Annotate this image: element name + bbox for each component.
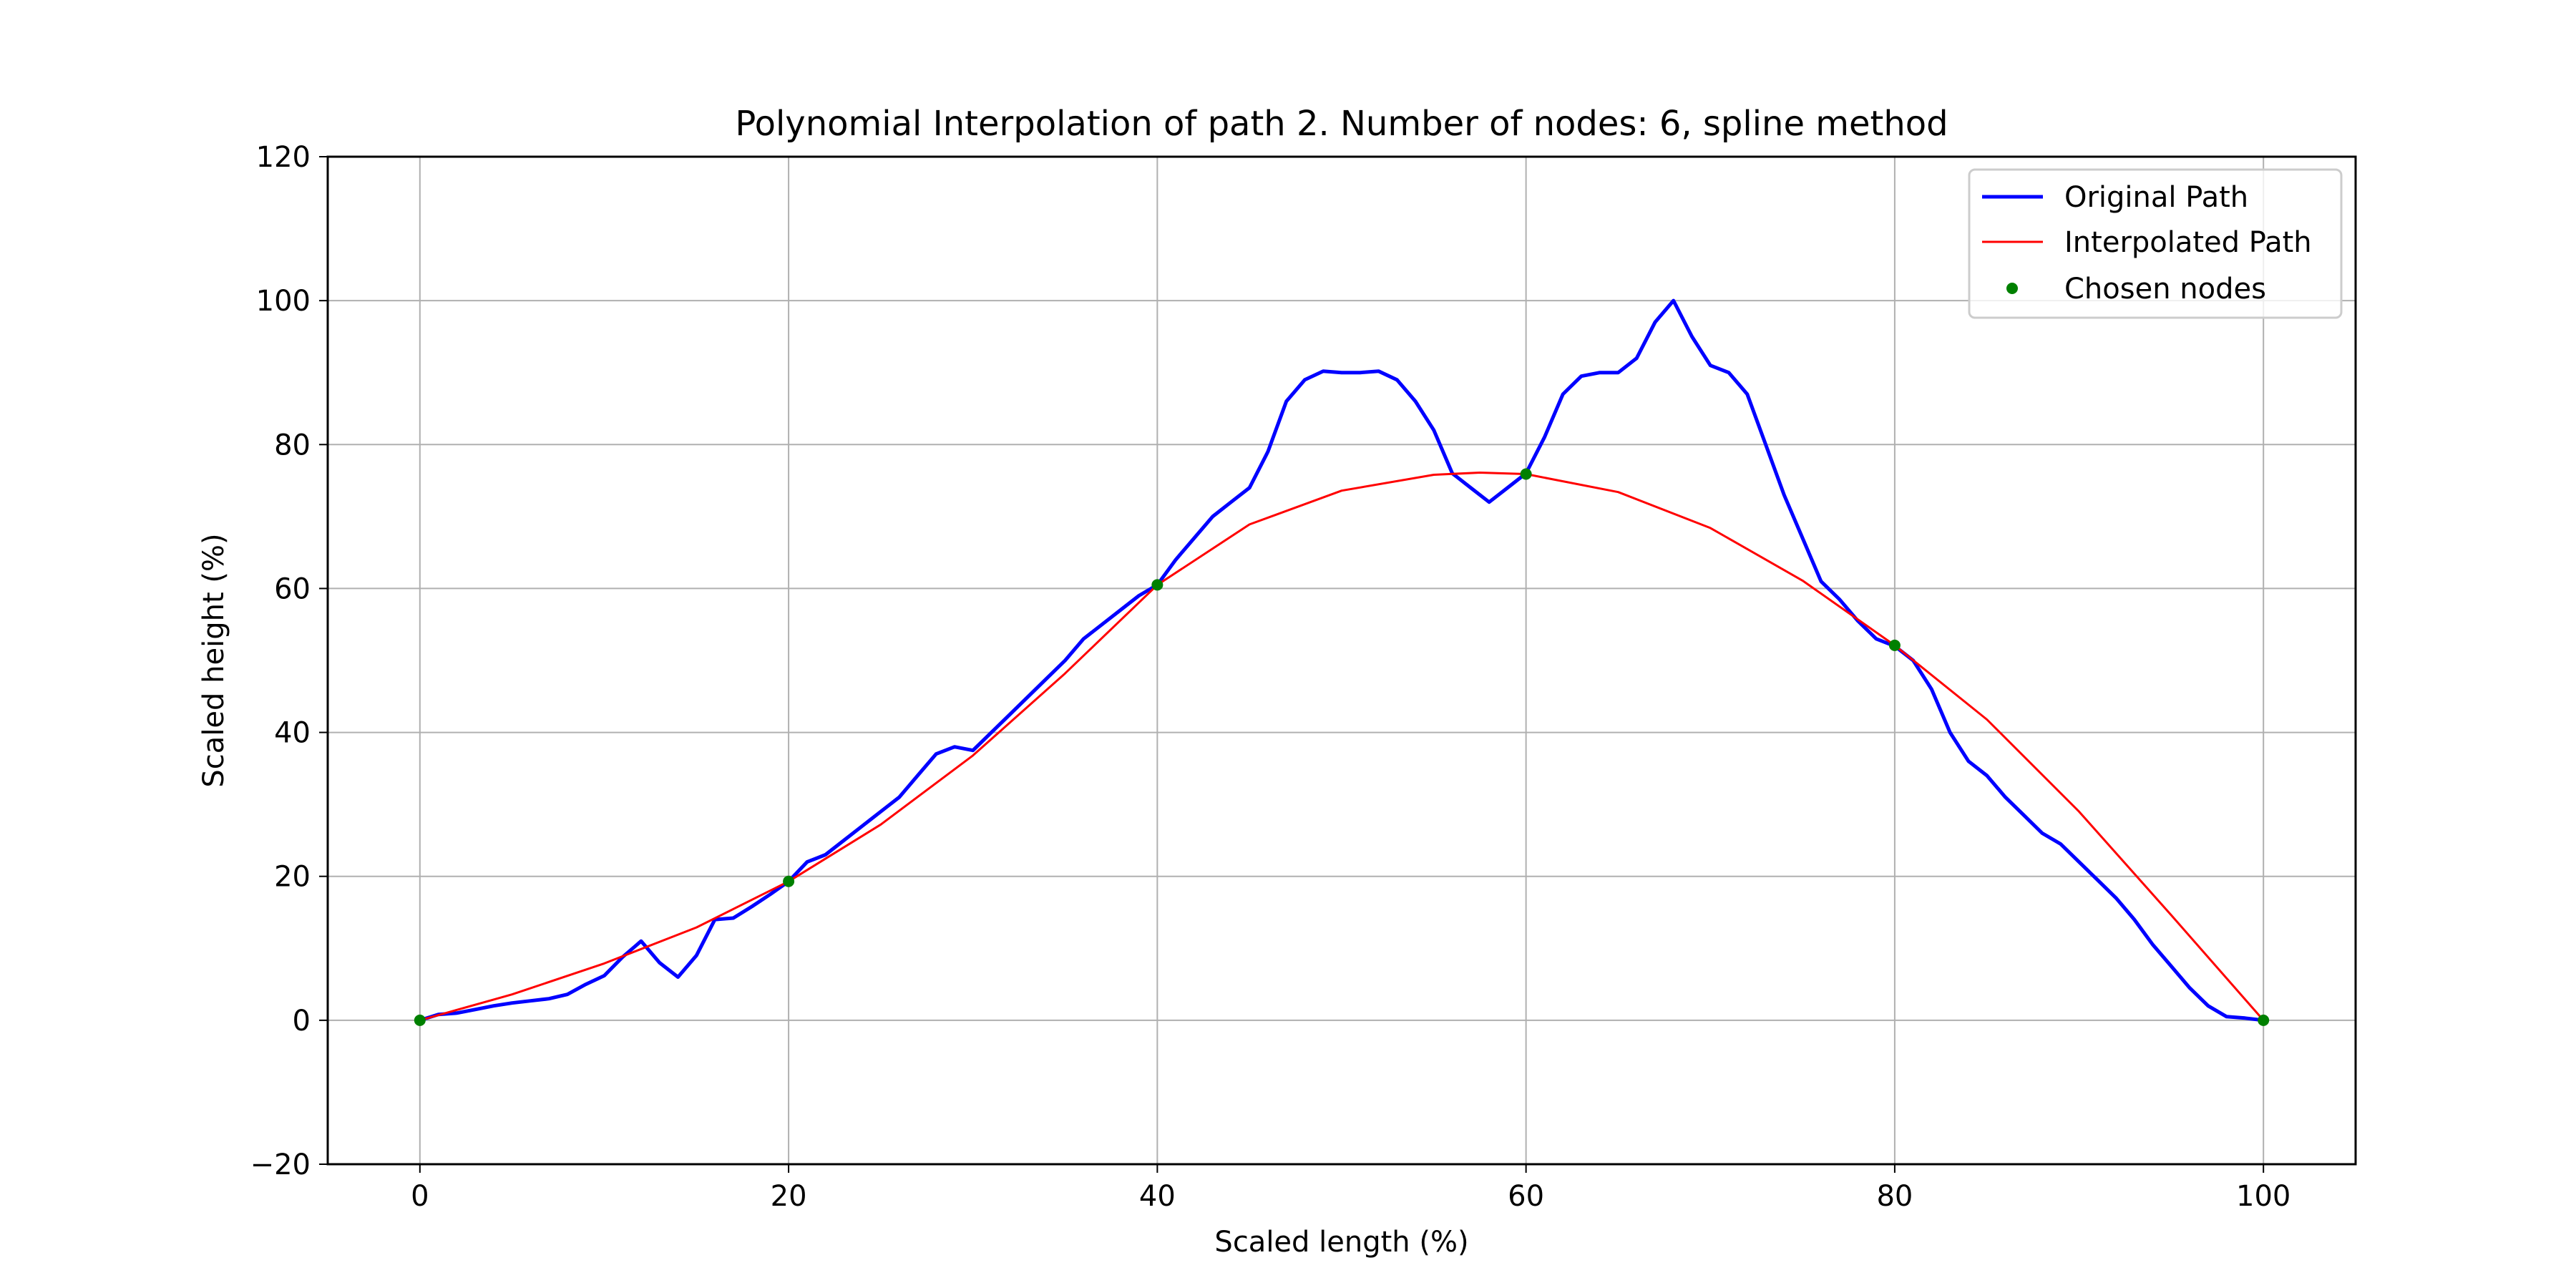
plot-area (414, 298, 2270, 1026)
legend: Original Path Interpolated Path Chosen n… (1968, 168, 2343, 319)
legend-label-interpolated-path: Interpolated Path (2064, 226, 2312, 259)
y-tick-label: −20 (250, 1148, 311, 1181)
x-tick-label: 20 (771, 1180, 807, 1213)
chosen-node-point (783, 875, 795, 887)
legend-label-original-path: Original Path (2064, 181, 2248, 214)
x-tick-label: 80 (1876, 1180, 1913, 1213)
y-tick-label: 0 (293, 1005, 311, 1038)
axis-ticks: 0 20 40 60 80 100 −20 0 20 40 60 80 100 120 (250, 141, 2291, 1213)
legend-box (1968, 168, 2343, 319)
chosen-node-point (1520, 468, 1532, 480)
x-tick-label: 100 (2236, 1180, 2290, 1213)
chosen-node-point (2258, 1014, 2270, 1026)
chosen-node-point (1888, 639, 1901, 651)
chosen-node-point (1151, 579, 1163, 591)
x-tick-label: 40 (1139, 1180, 1176, 1213)
axes-frame (326, 155, 2357, 1166)
y-axis-label: Scaled height (%) (197, 533, 230, 787)
legend-label-chosen-nodes: Chosen nodes (2064, 273, 2266, 306)
y-tick-label: 60 (274, 572, 311, 605)
chart-title: Polynomial Interpolation of path 2. Numb… (735, 104, 1948, 144)
x-tick-label: 0 (411, 1180, 429, 1213)
chosen-node-point (414, 1014, 426, 1026)
y-tick-label: 40 (274, 717, 311, 750)
legend-swatch-chosen-nodes (2006, 283, 2018, 294)
x-tick-label: 60 (1508, 1180, 1544, 1213)
y-tick-label: 80 (274, 429, 311, 462)
x-axis-label: Scaled length (%) (1214, 1226, 1468, 1259)
series-line-original-path (419, 298, 2264, 1023)
y-tick-label: 100 (256, 285, 311, 318)
y-tick-label: 20 (274, 861, 311, 894)
series-line-interpolated-path (419, 472, 2265, 1022)
y-tick-label: 120 (256, 141, 311, 174)
